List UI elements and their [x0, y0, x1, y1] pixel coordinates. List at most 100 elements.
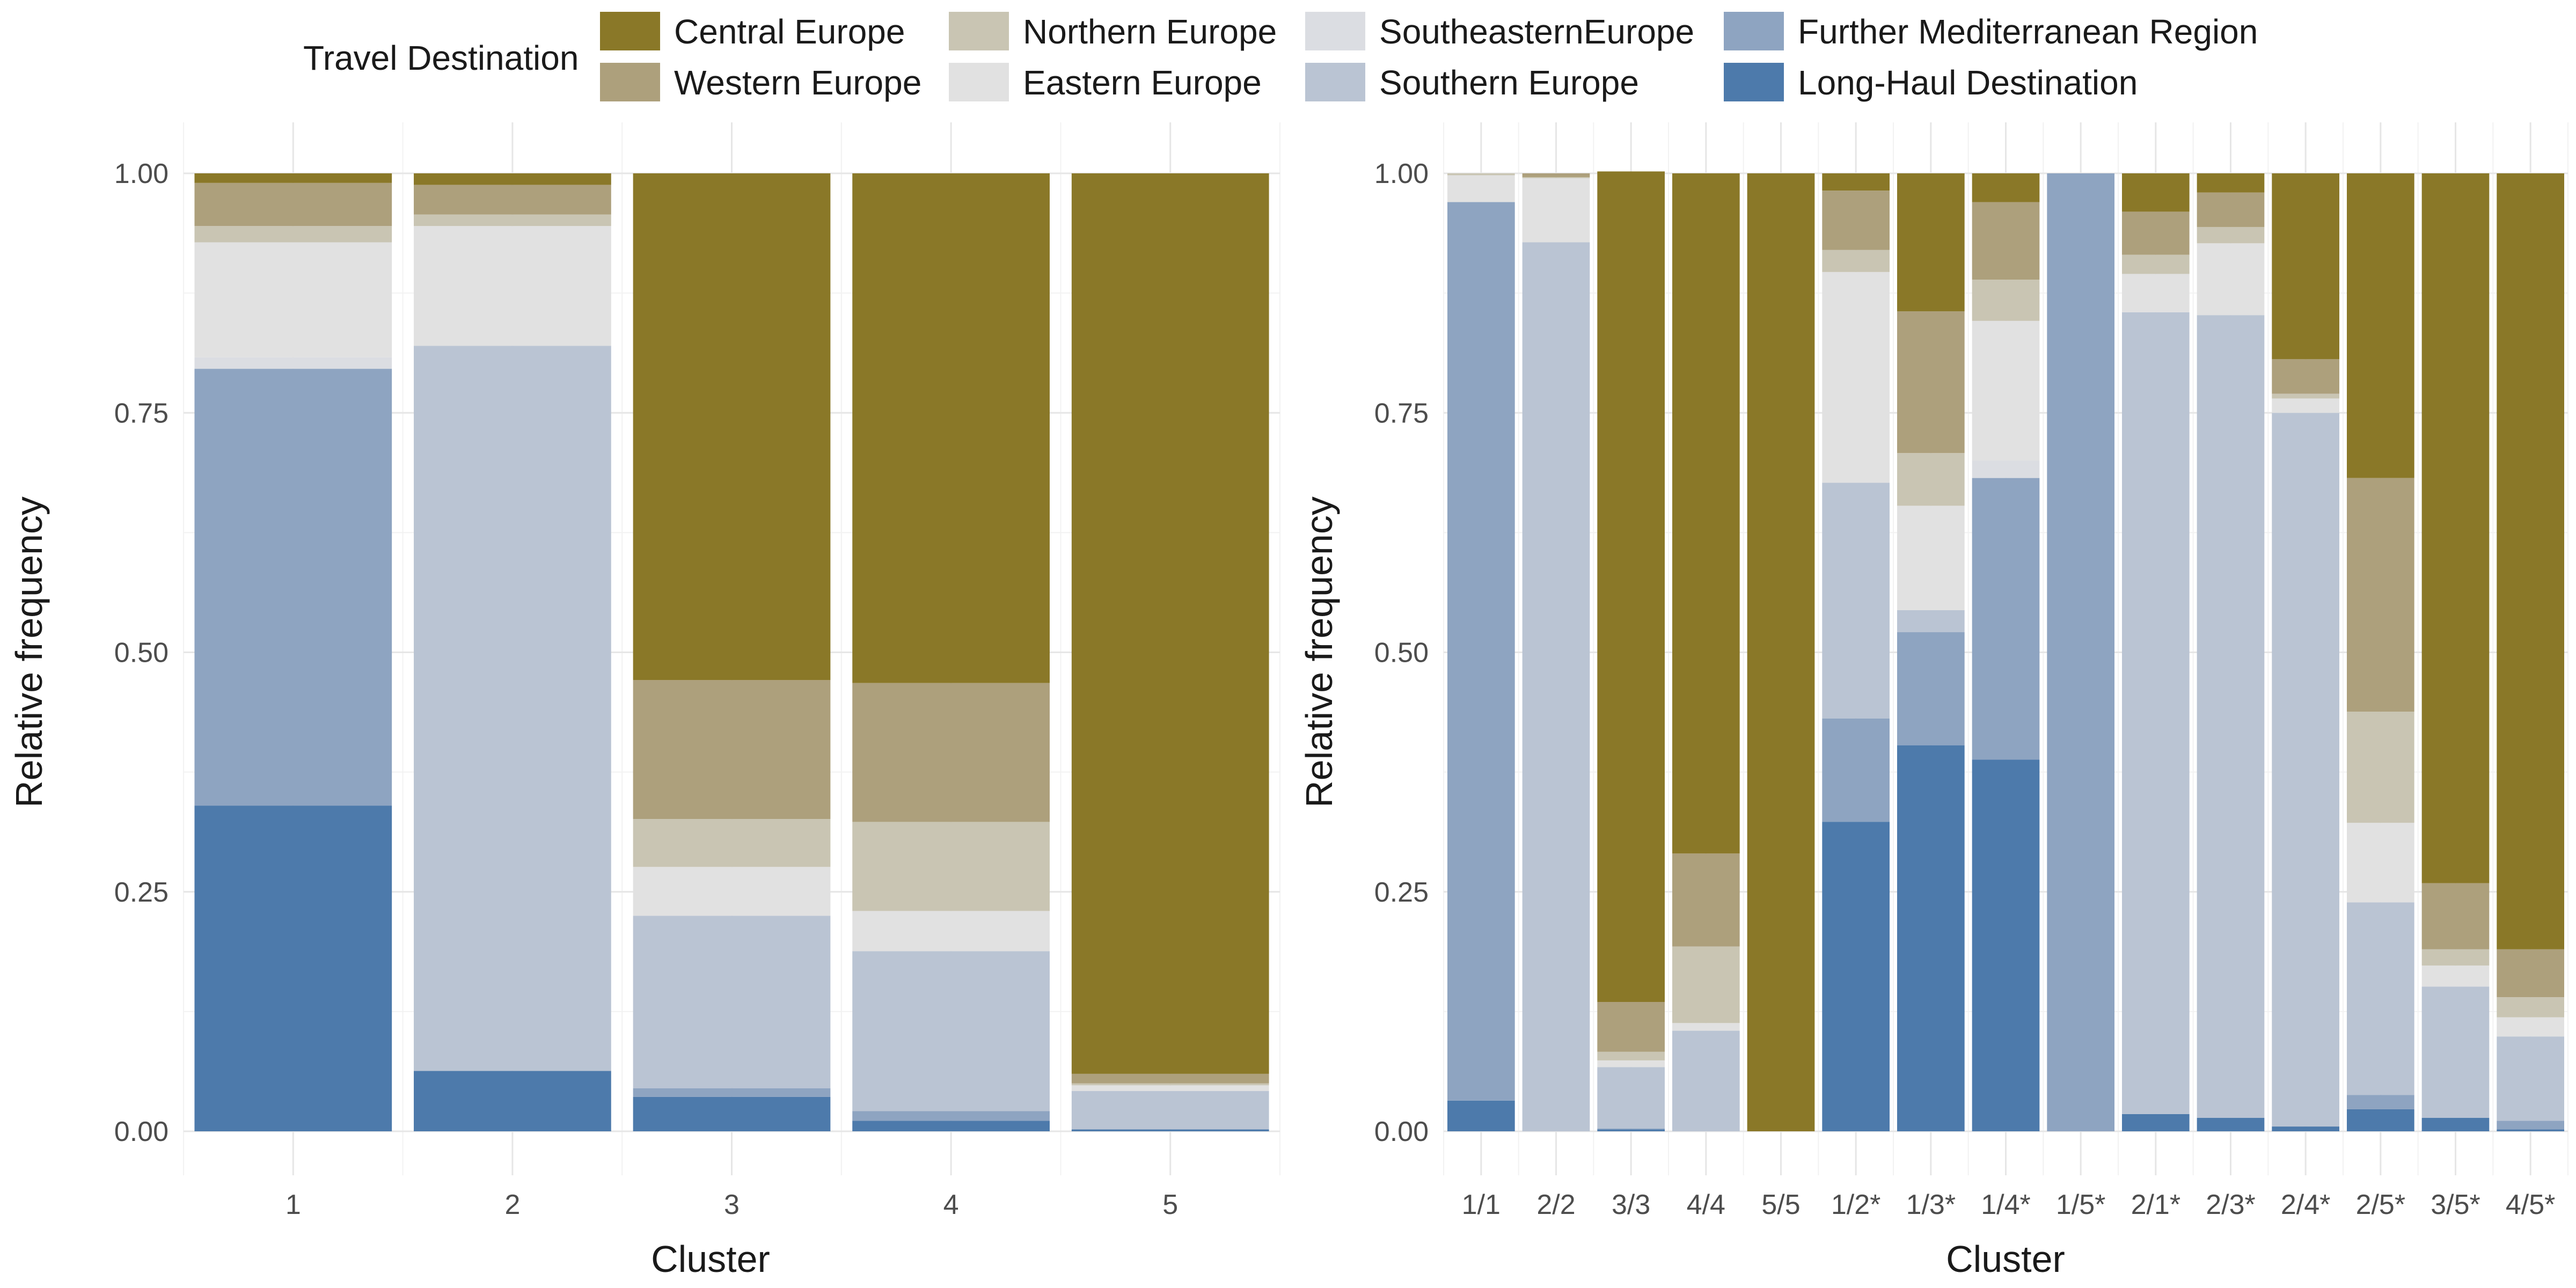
bar-segment-southern-europe: [1597, 1067, 1665, 1129]
x-tick-label: 4/5*: [2506, 1189, 2556, 1220]
bar-segment-central-europe: [2421, 173, 2490, 883]
x-tick-label: 1: [286, 1189, 301, 1220]
bar-segment-eastern-europe: [194, 242, 392, 357]
y-tick-label: 0.00: [114, 1116, 169, 1147]
legend-label: Central Europe: [674, 12, 905, 51]
bar-segment-northern-europe: [414, 214, 611, 226]
legend-label: Northern Europe: [1023, 12, 1277, 51]
y-axis-title: Relative frequency: [8, 496, 50, 808]
x-tick-label: 3: [724, 1189, 740, 1220]
y-tick-label: 0.25: [1374, 877, 1429, 908]
legend-item-long-haul-destination: Long-Haul Destination: [1724, 63, 2138, 102]
bar-segment-long-haul-destination: [2272, 1126, 2340, 1131]
legend-swatch: [949, 63, 1009, 101]
bar-segment-central-europe: [1672, 173, 1740, 854]
bar-segment-northern-europe: [2272, 393, 2340, 399]
legend-item-western-europe: Western Europe: [600, 63, 921, 102]
bar-segment-long-haul-destination: [414, 1071, 611, 1131]
legend-swatch: [1724, 12, 1784, 50]
bar-segment-central-europe: [2197, 173, 2265, 193]
bar-segment-central-europe: [852, 173, 1050, 683]
bar-segment-southern-europe: [1071, 1091, 1269, 1130]
x-tick-label: 1/2*: [1831, 1189, 1881, 1220]
y-tick-label: 0.75: [114, 398, 169, 429]
bar-segment-eastern-europe: [414, 226, 611, 346]
bar-segment-western-europe: [1972, 202, 2040, 280]
bar-segment-central-europe: [1972, 173, 2040, 202]
bar-segment-southern-europe: [2272, 413, 2340, 1127]
bar-segment-northern-europe: [1672, 946, 1740, 1023]
bar-segment-central-europe: [633, 173, 831, 680]
x-axis-title: Cluster: [651, 1238, 770, 1280]
bar-segment-central-europe: [2497, 173, 2565, 949]
legend-label: Southern Europe: [1379, 63, 1639, 102]
x-tick-label: 5: [1162, 1189, 1178, 1220]
legend-label: Eastern Europe: [1023, 63, 1262, 102]
bar-segment-southern-europe: [633, 916, 831, 1088]
bar-segment-long-haul-destination: [1597, 1129, 1665, 1131]
y-tick-label: 0.75: [1374, 398, 1429, 429]
bar-segment-northern-europe: [1822, 250, 1890, 272]
x-tick-label: 4/4: [1687, 1189, 1725, 1220]
x-tick-label: 1/4*: [1981, 1189, 2031, 1220]
bar-segment-eastern-europe: [1071, 1085, 1269, 1092]
chart-panel-left: 0.00 0.25 0.50 0.75 1.00 1 2 3 4 5 Cluster Relative…: [8, 122, 1280, 1280]
legend-item-northern-europe: Northern Europe: [949, 12, 1277, 51]
bar-segment-southern-europe: [414, 346, 611, 1071]
bar-segment-southern-europe: [1897, 610, 1965, 633]
x-axis-title: Cluster: [1946, 1238, 2065, 1280]
bar-segment-western-europe: [194, 182, 392, 226]
bar-segment-northern-europe: [1972, 280, 2040, 321]
x-tick-label: 2: [504, 1189, 520, 1220]
bar-segment-southern-europe: [2421, 986, 2490, 1118]
bar-segment-further-mediterranean-region: [1597, 1128, 1665, 1130]
bar-segment-southeasterneurope: [1972, 460, 2040, 478]
x-tick-label: 2/5*: [2356, 1189, 2406, 1220]
bar-segment-long-haul-destination: [2421, 1118, 2490, 1131]
bar-segment-central-europe: [1071, 173, 1269, 1074]
x-tick-label: 3/5*: [2431, 1189, 2480, 1220]
bar-segment-long-haul-destination: [1071, 1129, 1269, 1131]
legend-swatch: [1305, 63, 1365, 101]
legend-label: Long-Haul Destination: [1798, 63, 2138, 102]
y-tick-label: 0.50: [114, 638, 169, 669]
legend-item-eastern-europe: Eastern Europe: [949, 63, 1262, 102]
bar-segment-long-haul-destination: [1972, 759, 2040, 1131]
bar-segment-central-europe: [1822, 173, 1890, 191]
bar-segment-eastern-europe: [2121, 274, 2190, 312]
bar-segment-long-haul-destination: [1447, 1100, 1515, 1131]
bar-segment-southern-europe: [1822, 482, 1890, 719]
bar-segment-southern-europe: [2346, 902, 2414, 1095]
bar-segment-long-haul-destination: [2497, 1129, 2565, 1131]
bar-segment-long-haul-destination: [852, 1121, 1050, 1131]
bar-segment-further-mediterranean-region: [1972, 478, 2040, 760]
bar-segment-northern-europe: [633, 819, 831, 867]
bar-segment-central-europe: [1747, 173, 1815, 1131]
bar-segment-long-haul-destination: [2121, 1114, 2190, 1131]
legend-swatch: [600, 63, 660, 101]
bar-segment-eastern-europe: [1447, 175, 1515, 202]
bar-segment-western-europe: [1522, 173, 1590, 178]
x-tick-label: 1/1: [1462, 1189, 1501, 1220]
legend-swatch: [600, 12, 660, 50]
bar-segment-western-europe: [2197, 192, 2265, 227]
bar-segment-further-mediterranean-region: [2047, 173, 2115, 1131]
bar-segment-central-europe: [1597, 171, 1665, 1002]
bar-segment-western-europe: [1071, 1073, 1269, 1084]
bar-segment-central-europe: [194, 173, 392, 183]
bar-segment-further-mediterranean-region: [2346, 1095, 2414, 1109]
bar-segment-southeasterneurope: [194, 357, 392, 369]
legend-item-southeasterneurope: SoutheasternEurope: [1305, 12, 1694, 51]
bar-segment-western-europe: [1822, 191, 1890, 250]
bar-segment-northern-europe: [194, 226, 392, 243]
bar-segment-further-mediterranean-region: [1822, 718, 1890, 822]
bar-segment-eastern-europe: [1822, 272, 1890, 483]
bar-segment-western-europe: [2272, 359, 2340, 394]
bar-segment-northern-europe: [852, 822, 1050, 911]
bar-segment-long-haul-destination: [633, 1096, 831, 1131]
bar-segment-further-mediterranean-region: [1447, 202, 1515, 1101]
y-tick-label: 1.00: [1374, 158, 1429, 189]
x-tick-label: 1/5*: [2056, 1189, 2106, 1220]
x-tick-label: 3/3: [1612, 1189, 1650, 1220]
